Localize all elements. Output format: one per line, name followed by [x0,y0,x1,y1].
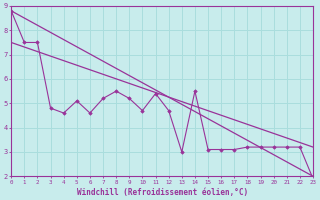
X-axis label: Windchill (Refroidissement éolien,°C): Windchill (Refroidissement éolien,°C) [76,188,248,197]
